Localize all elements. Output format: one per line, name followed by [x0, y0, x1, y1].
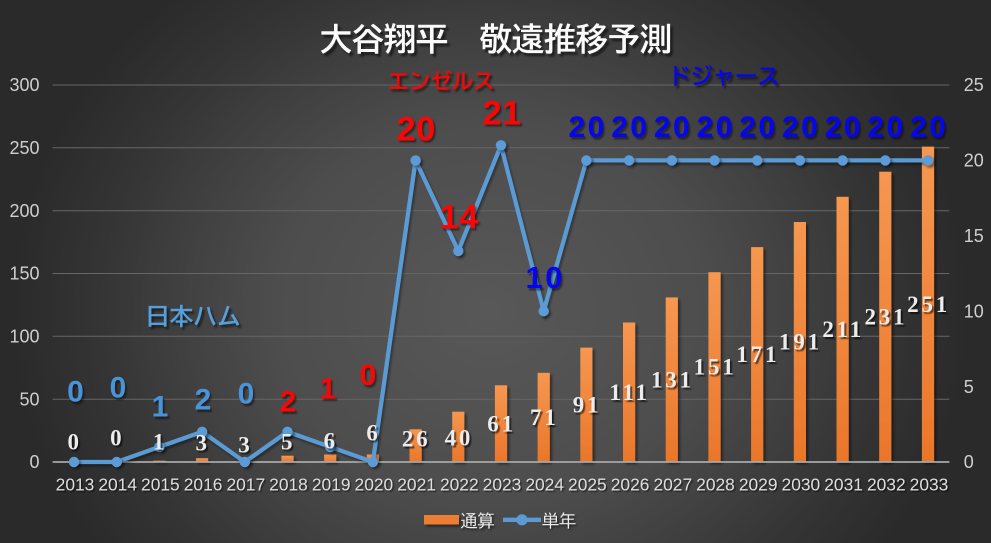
svg-text:2018: 2018 [269, 475, 308, 495]
svg-text:2030: 2030 [782, 475, 821, 495]
svg-text:6: 6 [366, 421, 380, 446]
svg-text:100: 100 [9, 327, 39, 347]
svg-text:40: 40 [445, 426, 474, 451]
svg-text:0: 0 [238, 378, 257, 411]
svg-text:2029: 2029 [739, 475, 778, 495]
svg-text:300: 300 [9, 75, 39, 95]
svg-text:14: 14 [440, 198, 479, 236]
svg-text:5: 5 [964, 377, 974, 397]
svg-text:2: 2 [195, 384, 214, 417]
svg-text:2023: 2023 [483, 475, 522, 495]
svg-text:10: 10 [964, 301, 984, 321]
svg-text:2021: 2021 [397, 475, 436, 495]
svg-text:2032: 2032 [867, 475, 906, 495]
svg-text:0: 0 [964, 452, 974, 472]
svg-text:91: 91 [573, 392, 602, 417]
svg-text:0: 0 [360, 359, 379, 392]
svg-text:200: 200 [9, 201, 39, 221]
svg-text:2033: 2033 [910, 475, 949, 495]
svg-text:6: 6 [324, 429, 338, 454]
svg-text:231: 231 [864, 305, 907, 330]
svg-text:2025: 2025 [568, 475, 607, 495]
svg-text:131: 131 [651, 367, 694, 392]
svg-text:2020: 2020 [355, 475, 394, 495]
svg-text:20: 20 [867, 111, 905, 144]
svg-text:2016: 2016 [184, 475, 223, 495]
svg-text:20: 20 [569, 111, 607, 144]
svg-text:3: 3 [196, 431, 210, 456]
svg-text:20: 20 [739, 111, 777, 144]
svg-text:2026: 2026 [611, 475, 650, 495]
svg-text:2013: 2013 [56, 475, 95, 495]
svg-text:3: 3 [238, 433, 252, 458]
svg-text:2022: 2022 [440, 475, 479, 495]
svg-text:1: 1 [152, 391, 171, 424]
svg-text:151: 151 [694, 355, 737, 380]
svg-text:20: 20 [782, 111, 820, 144]
svg-text:20: 20 [397, 110, 436, 148]
svg-text:5: 5 [281, 430, 295, 455]
svg-text:0: 0 [110, 426, 124, 451]
svg-text:10: 10 [526, 260, 565, 295]
svg-text:20: 20 [964, 151, 984, 171]
svg-text:20: 20 [611, 111, 649, 144]
svg-text:20: 20 [697, 111, 735, 144]
svg-text:2017: 2017 [226, 475, 265, 495]
svg-text:15: 15 [964, 226, 984, 246]
svg-text:2024: 2024 [525, 475, 564, 495]
svg-text:2028: 2028 [696, 475, 735, 495]
svg-text:1: 1 [153, 430, 167, 455]
svg-text:171: 171 [736, 342, 779, 367]
svg-text:0: 0 [67, 376, 86, 409]
svg-text:0: 0 [67, 430, 81, 455]
svg-text:0: 0 [110, 372, 129, 405]
svg-text:191: 191 [779, 330, 822, 355]
svg-text:20: 20 [825, 111, 863, 144]
svg-text:1: 1 [320, 373, 339, 406]
svg-text:21: 21 [483, 94, 522, 132]
svg-text:2027: 2027 [653, 475, 692, 495]
svg-text:211: 211 [822, 317, 864, 342]
svg-text:251: 251 [907, 292, 950, 317]
svg-text:25: 25 [964, 75, 984, 95]
svg-text:111: 111 [610, 380, 650, 405]
svg-text:2014: 2014 [98, 475, 137, 495]
svg-text:20: 20 [910, 111, 948, 144]
svg-text:2: 2 [280, 386, 299, 419]
svg-text:2031: 2031 [824, 475, 863, 495]
svg-text:2015: 2015 [141, 475, 180, 495]
svg-text:71: 71 [530, 405, 559, 430]
svg-text:0: 0 [29, 452, 39, 472]
svg-text:50: 50 [19, 389, 39, 409]
svg-text:26: 26 [402, 427, 431, 452]
svg-text:20: 20 [654, 111, 692, 144]
svg-text:250: 250 [9, 138, 39, 158]
svg-text:2019: 2019 [312, 475, 351, 495]
svg-text:61: 61 [487, 411, 516, 436]
svg-text:150: 150 [9, 264, 39, 284]
